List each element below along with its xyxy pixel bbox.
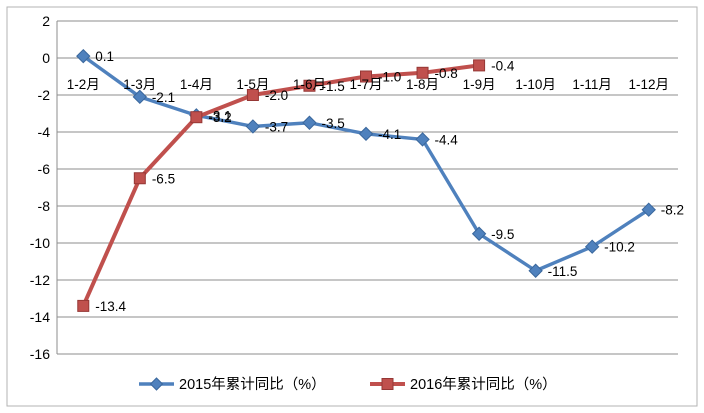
x-tick-label: 1-6月 [293,77,326,92]
data-label: -3.2 [208,110,231,125]
legend: 2015年累计同比（%） 2016年累计同比（%） [139,376,557,393]
data-label: -3.7 [265,119,288,134]
data-label: -9.5 [491,227,514,242]
diamond-marker [641,202,656,217]
legend-diamond-marker [149,377,164,391]
data-label: -2.0 [265,88,288,103]
series-2015 [76,48,656,278]
legend-item-2016: 2016年累计同比（%） [370,376,557,393]
x-tick-label: 1-4月 [180,77,213,92]
data-label: -3.5 [321,116,344,131]
y-tick-label: -4 [38,124,51,140]
figure-border [6,6,698,407]
data-labels-2016: -13.4 -6.5 -3.2 -2.0 -1.5 -1.0 -0.8 -0.4 [95,58,515,314]
legend-label: 2015年累计同比（%） [179,376,326,393]
square-marker [416,66,429,79]
x-axis-labels: 1-2月 1-3月 1-4月 1-5月 1-6月 1-7月 1-8月 1-9月 1-10月 1-1… [67,77,669,92]
data-labels-2015: 0.1 -2.1 -3.1 -3.7 -3.5 -4.1 -4.4 -9.5 -11.5 -10.… [95,49,684,279]
square-marker [473,59,486,72]
x-tick-label: 1-8月 [406,77,439,92]
data-label: -8.2 [661,203,684,218]
diamond-marker [358,126,374,142]
x-tick-label: 1-7月 [349,77,382,92]
diamond-marker [132,89,148,105]
square-marker [360,70,372,83]
y-tick-label: 0 [42,50,50,66]
x-tick-label: 1-2月 [67,77,100,92]
diamond-marker [302,115,317,130]
series-2016 [77,59,486,312]
legend-item-2015: 2015年累计同比（%） [139,376,326,393]
y-tick-label: -2 [38,87,51,103]
data-label: -1.5 [321,79,344,94]
data-label: -10.2 [604,240,635,255]
diamond-marker [245,119,261,134]
y-tick-label: -14 [30,309,50,325]
data-label: -0.8 [435,66,458,81]
data-label: -13.4 [95,299,126,314]
data-label: -0.4 [491,58,515,73]
diamond-marker [528,263,543,278]
square-marker [303,79,316,92]
y-tick-label: -6 [38,161,51,177]
diamond-marker [415,132,430,147]
square-marker [133,172,146,185]
data-label: -6.5 [152,171,175,186]
x-tick-label: 1-9月 [463,77,496,92]
x-tick-label: 1-12月 [628,77,669,92]
data-label: -1.0 [378,70,401,85]
legend-label: 2016年累计同比（%） [410,376,557,393]
x-tick-label: 1-5月 [236,77,269,92]
square-marker [190,111,203,124]
data-label: 0.1 [95,49,114,64]
x-tick-label: 1-3月 [123,77,156,92]
y-tick-label: -10 [30,235,50,251]
y-tick-label: -8 [38,198,51,214]
y-tick-label: -12 [30,272,50,288]
diamond-marker [471,226,487,241]
series-line [81,63,482,308]
y-tick-label: -16 [30,346,50,362]
y-tick-label: 2 [42,13,50,29]
data-label: -2.1 [152,90,175,105]
square-marker [77,299,90,312]
data-label: -11.5 [548,264,578,279]
y-axis-labels: 2 0 -2 -4 -6 -8 -10 -12 -14 -16 [30,13,50,362]
data-label: -4.4 [435,132,459,147]
data-label: -3.1 [208,108,231,123]
legend-square-marker [381,378,394,390]
x-tick-label: 1-10月 [515,77,556,92]
diamond-marker [76,48,91,64]
data-label: -4.1 [378,127,401,142]
diamond-marker [584,239,600,254]
gridlines [57,20,678,355]
x-tick-label: 1-11月 [572,77,612,92]
square-marker [246,89,259,101]
